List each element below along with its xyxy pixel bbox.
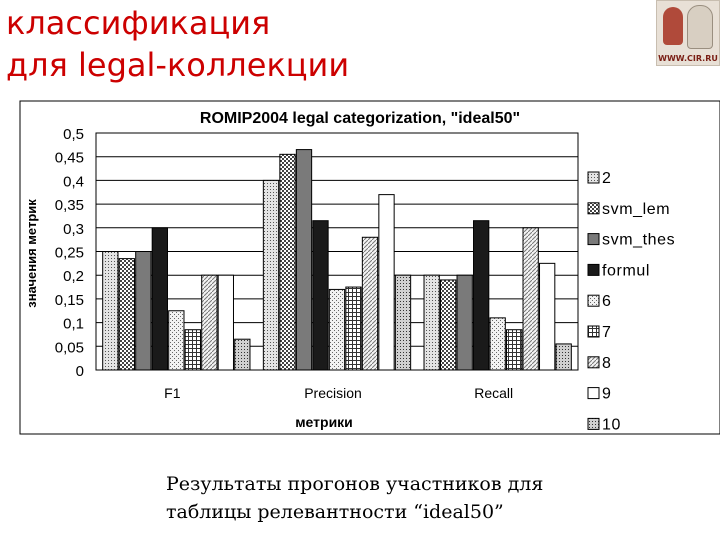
bar-f1-series-svm-thes — [135, 251, 152, 371]
y-tick-label: 0,15 — [55, 292, 84, 309]
legend-swatch — [587, 171, 600, 184]
logo-text: WWW.CIR.RU — [658, 54, 718, 63]
caption-line-2: таблицы релевантности “ideal50” — [166, 501, 504, 523]
bar-precision-series-2 — [262, 179, 280, 371]
bar-precision-series-10 — [394, 274, 412, 371]
bar-precision-series-svm-lem — [279, 153, 296, 371]
bar-f1-series-2 — [102, 251, 119, 371]
y-tick-label: 0,3 — [63, 221, 84, 238]
y-tick-label: 0,5 — [63, 126, 84, 143]
bar-precision-series-6 — [328, 288, 346, 371]
slide-title-line-2: для legal-коллекции — [6, 46, 350, 84]
legend-swatch — [587, 356, 600, 369]
bar-f1-series-7 — [184, 329, 201, 371]
y-tick-label: 0 — [76, 363, 84, 380]
y-tick-label: 0,35 — [55, 197, 84, 214]
slide-title: классификация для legal-коллекции — [6, 2, 349, 86]
x-tick-label: Recall — [474, 385, 513, 401]
chart-title: ROMIP2004 legal categorization, "ideal50… — [200, 110, 520, 127]
bar-f1-series-10 — [234, 338, 251, 371]
y-tick-label: 0,2 — [63, 268, 84, 285]
legend-swatch — [587, 417, 600, 430]
legend-swatch — [587, 325, 600, 338]
bar-recall-series-10 — [555, 343, 572, 371]
legend-entry: formul — [602, 262, 650, 279]
legend-swatch — [587, 263, 600, 276]
bar-precision-series-7 — [345, 286, 362, 371]
legend-entry: 8 — [602, 355, 612, 372]
y-tick-label: 0,25 — [55, 245, 84, 262]
y-tick-label: 0,4 — [63, 173, 84, 190]
legend-entry: svm_thes — [602, 232, 675, 249]
bar-f1-series-formul — [151, 227, 168, 371]
legend-swatch — [587, 233, 600, 246]
y-tick-label: 0,1 — [63, 316, 84, 333]
x-tick-label: Precision — [304, 385, 362, 401]
bar-recall-series-svm-lem — [440, 279, 457, 371]
bar-recall-series-6 — [489, 317, 506, 371]
bar-recall-series-svm-thes — [456, 274, 473, 371]
logo-figure-icon — [687, 5, 713, 49]
x-axis-label: метрики — [295, 414, 353, 430]
logo-figure-icon — [663, 7, 683, 45]
bar-precision-series-svm-thes — [295, 149, 313, 371]
legend-entry: 6 — [602, 293, 612, 310]
slide-title-line-1: классификация — [6, 4, 271, 42]
logo: WWW.CIR.RU — [656, 0, 720, 66]
slide-caption: Результаты прогонов участников для табли… — [166, 470, 626, 526]
x-tick-label: F1 — [164, 385, 181, 401]
bar-chart: ROMIP2004 legal categorization, "ideal50… — [19, 100, 720, 435]
bar-recall-series-8 — [522, 227, 539, 371]
legend-swatch — [587, 294, 600, 307]
legend-entry: svm_lem — [602, 201, 670, 218]
legend-entry: 7 — [602, 324, 612, 341]
bar-precision-series-9 — [378, 194, 395, 371]
y-tick-label: 0,45 — [55, 150, 84, 167]
legend-swatch — [587, 202, 600, 215]
legend-entry: 2 — [602, 170, 612, 187]
bar-recall-series-7 — [506, 329, 523, 371]
caption-line-1: Результаты прогонов участников для — [166, 473, 544, 495]
legend-swatch — [587, 387, 600, 400]
legend-entry: 10 — [602, 416, 621, 433]
bar-f1-series-svm-lem — [118, 258, 135, 371]
chart-frame — [19, 100, 720, 435]
bar-precision-series-8 — [361, 236, 379, 371]
bar-recall-series-9 — [539, 262, 556, 371]
legend-entry: 9 — [602, 386, 612, 403]
bar-f1-series-9 — [217, 274, 234, 371]
bar-f1-series-6 — [168, 310, 185, 371]
bar-precision-series-formul — [312, 220, 329, 371]
y-axis-label: значения метрик — [24, 199, 39, 308]
bar-recall-series-formul — [473, 220, 490, 371]
y-tick-label: 0,05 — [55, 339, 84, 356]
bar-recall-series-2 — [423, 274, 440, 371]
bar-f1-series-8 — [201, 274, 218, 371]
